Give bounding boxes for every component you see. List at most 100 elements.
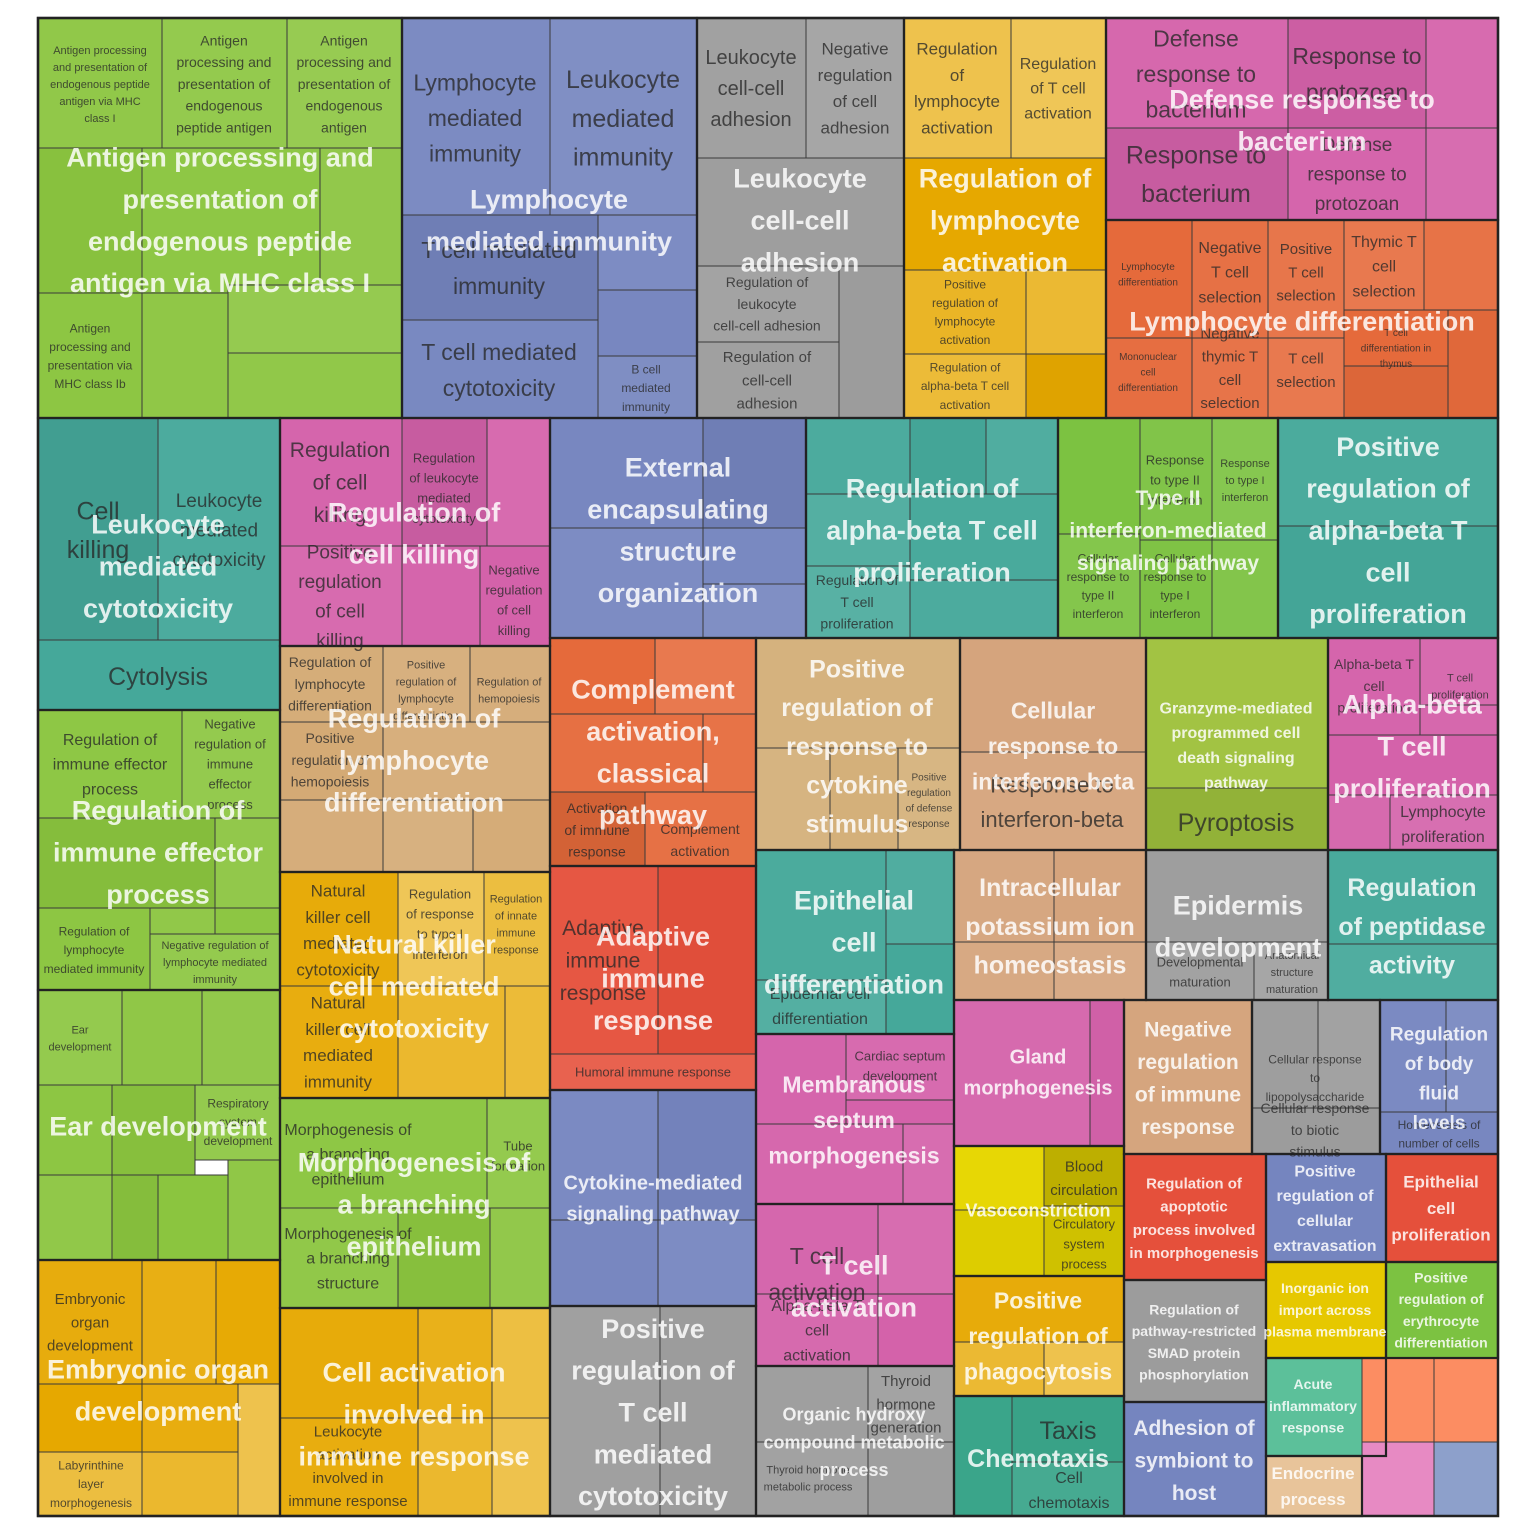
- group-label-ear-development: Ear development: [49, 1111, 267, 1141]
- group-label-epidermis-development: Epidermis development: [1155, 891, 1322, 963]
- group-label-inorganic-ion-import-across-plasma-membrane: Inorganic ion import across plasma membran…: [1264, 1280, 1387, 1339]
- subgroup-label-positive-regulation-of-hemopoiesis: Positive regulation of hemopoiesis: [291, 730, 370, 789]
- treemap-cell-adhesion-of-symbiont-to-host-203: [1123, 1401, 1267, 1517]
- treemap-cell-natural-killer-cell-mediated-cytotoxicity-123: [397, 871, 485, 987]
- treemap-cell-morphogenesis-of-a-branching-epithelium-147: [397, 1207, 491, 1309]
- subgroup-label-activation-of-immune-response: Activation of immune response: [564, 800, 630, 859]
- group-label-embryonic-organ-development: Embryonic organ development: [47, 1355, 269, 1427]
- group-label-negative-regulation-of-immune-response: Negative regulation of immune response: [1135, 1019, 1241, 1140]
- treemap-cell-type-ii-interferon-mediated-signaling-pathway-68: [1057, 417, 1141, 535]
- treemap-cell-cellular-response-to-lipopolysaccharide-162: [1317, 999, 1381, 1109]
- treemap-cell-negative-regulation-of-immune-response-160: [1123, 999, 1253, 1155]
- group-label-morphogenesis-of-a-branching-epithelium: Morphogenesis of a branching epithelium: [298, 1148, 532, 1262]
- subgroup-label-response-to-bacterium: Response to bacterium: [1126, 141, 1266, 208]
- treemap-cell-positive-regulation-of-response-to-cytokine-stimulus-99: [755, 747, 831, 851]
- treemap-cell-t-cell-activation-184: [877, 1203, 955, 1295]
- treemap-cell-regulation-of-lymphocyte-activation-28: [903, 353, 1027, 419]
- subgroup-label-antigen-processing-and-presentation-of-endogenous-peptide-antigen: Antigen processing and presentation of endo…: [176, 33, 272, 136]
- group-label-organic-hydroxy-compound-metabolic-process: Organic hydroxy compound metabolic process: [763, 1404, 944, 1480]
- treemap-cell-cytokine-mediated-signaling-pathway-152: [657, 1219, 757, 1307]
- treemap-cell-positive-regulation-of-response-to-cytokine-stimulus-98: [755, 637, 961, 749]
- treemap-cell-morphogenesis-of-a-branching-epithelium-146: [279, 1207, 399, 1309]
- subgroup-label-regulation-of-cell-cell-adhesion: Regulation of cell-cell adhesion: [723, 349, 812, 413]
- treemap-cell-regulation-of-lymphocyte-differentiation-86: [469, 645, 551, 723]
- treemap-cell-ear-development-119: [111, 1174, 159, 1261]
- subgroup-label-b-cell-mediated-immunity: B cell mediated immunity: [621, 363, 670, 414]
- treemap-cell-type-ii-interferon-mediated-signaling-pathway-72: [1139, 539, 1213, 639]
- treemap-cell-complement-activation-classical-pathway-94: [549, 713, 704, 793]
- treemap-cell-epithelial-cell-differentiation-131: [755, 849, 887, 981]
- subgroup-label-positive-t-cell-selection: Positive T cell selection: [1276, 241, 1335, 305]
- treemap-cell-antigen-processing-and-presentation-of-endogenous-peptide-antigen-via-mhc-class-i-5: [319, 147, 403, 286]
- group-label-t-cell-activation: T cell activation: [791, 1251, 917, 1323]
- group-label-positive-regulation-of-erythrocyte-differentiation: Positive regulation of erythrocyte differen…: [1394, 1269, 1487, 1350]
- treemap-cell-external-encapsulating-structure-organization-60: [702, 583, 807, 639]
- treemap-cell-epidermis-development-141: [1253, 941, 1329, 1001]
- treemap-cell-regulation-of-lymphocyte-differentiation-84: [279, 645, 384, 723]
- treemap-cell-acute-inflammatory-response-208: [1265, 1357, 1363, 1457]
- treemap-cell-regulation-of-peptidase-activity-142: [1327, 849, 1499, 945]
- treemap-cell-defense-response-to-bacterium-34: [1287, 127, 1427, 221]
- subgroup-label-negative-regulation-of-cell-killing: Negative regulation of cell killing: [485, 562, 542, 637]
- treemap-cell-leukocyte-cell-cell-adhesion-19: [696, 157, 905, 267]
- subgroup-label-leukocyte-mediated-immunity: Leukocyte mediated immunity: [566, 66, 680, 172]
- treemap-cell-regulation-of-immune-effector-process-83: [214, 907, 281, 935]
- treemap-cell-ear-development-117: [194, 1084, 281, 1161]
- subgroup-label-cardiac-septum-development: Cardiac septum development: [854, 1048, 945, 1083]
- treemap-cell-regulation-of-pathway-restricted-smad-protein-phosphorylation-202: [1123, 1279, 1267, 1403]
- group-label-vasoconstriction: Vasoconstriction: [965, 1200, 1110, 1220]
- treemap-cell-complement-activation-classical-pathway-96: [549, 791, 646, 867]
- treemap-cell-lymphocyte-differentiation-41: [1105, 337, 1193, 419]
- subgroup-label-positive-regulation-of-lymphocyte-differentiation: Positive regulation of lymphocyte different…: [393, 659, 459, 722]
- treemap-cell-gland-morphogenesis-158: [953, 999, 1091, 1147]
- subgroup-label-blood-circulation: Blood circulation: [1050, 1159, 1118, 1199]
- treemap-cell-leukocyte-mediated-cytotoxicity-47: [37, 417, 159, 641]
- subgroup-label-leukocyte-cell-cell-adhesion: Leukocyte cell-cell adhesion: [705, 47, 796, 131]
- subgroup-label-respiratory-system-development: Respiratory system development: [204, 1097, 273, 1148]
- subgroup-label-negative-regulation-of-immune-effector-process: Negative regulation of immune effector proce…: [194, 716, 266, 812]
- subgroup-label-positive-regulation-of-cell-killing: Positive regulation of cell killing: [298, 542, 381, 651]
- treemap-cell-morphogenesis-of-a-branching-epithelium-148: [489, 1207, 551, 1309]
- subgroup-label-epidermal-cell-differentiation: Epidermal cell differentiation: [770, 986, 870, 1028]
- treemap-cell-antigen-processing-and-presentation-of-endogenous-peptide-antigen-via-mhc-class-i-4: [141, 147, 321, 294]
- group-label-acute-inflammatory-response: Acute inflammatory response: [1269, 1376, 1357, 1435]
- subgroup-label-cell-chemotaxis: Cell chemotaxis: [1029, 1470, 1110, 1512]
- treemap-cell-regulation-of-lymphocyte-differentiation-88: [382, 721, 551, 801]
- treemap-cell-regulation-of-cell-killing-53: [279, 545, 403, 647]
- group-label-type-ii-interferon-mediated-signaling-pathway: Type II interferon-mediated signaling path…: [1069, 487, 1266, 575]
- subgroup-label-antigen-processing-and-presentation-of-endogenous-antigen: Antigen processing and presentation of endo…: [297, 33, 392, 136]
- treemap-cell-membranous-septum-morphogenesis-153: [755, 1033, 847, 1125]
- group-label-regulation-of-alpha-beta-t-cell-proliferation: Regulation of alpha-beta T cell proliferat…: [826, 474, 1038, 588]
- treemap-cell-antigen-processing-and-presentation-of-endogenous-peptide-antigen-via-mhc-class-i-1: [161, 17, 288, 149]
- treemap-cell-ear-development-120: [157, 1174, 229, 1261]
- group-label-regulation-of-lymphocyte-differentiation: Regulation of lymphocyte differentiation: [324, 704, 504, 818]
- subgroup-label-regulation-of-t-cell-activation: Regulation of T cell activation: [1020, 56, 1097, 123]
- subgroup-label-t-cell-selection: T cell selection: [1276, 351, 1335, 391]
- group-label-regulation-of-immune-effector-process: Regulation of immune effector process: [53, 796, 264, 910]
- subgroup-label-complement-activation: Complement activation: [660, 821, 739, 859]
- treemap-cell-lymphocyte-mediated-immunity-16: [597, 355, 698, 419]
- treemap-cell-organic-hydroxy-compound-metabolic-process-190: [867, 1441, 955, 1517]
- treemap-cell-granzyme-mediated-programmed-cell-death-signaling-pathway-104: [1145, 637, 1329, 789]
- treemap-cell-regulation-of-body-fluid-levels-165: [1445, 999, 1499, 1113]
- subgroup-label-negative-t-cell-selection: Negative T cell selection: [1198, 240, 1261, 307]
- treemap-cell-epithelial-cell-differentiation-134: [755, 979, 887, 1035]
- treemap-cell-positive-regulation-of-alpha-beta-t-cell-proliferation-75: [1277, 525, 1499, 639]
- subgroup-label-lymphocyte-differentiation: Lymphocyte differentiation: [1118, 262, 1178, 289]
- treemap-cell-lymphocyte-differentiation-45: [1343, 365, 1449, 419]
- group-label-regulation-of-peptidase-activity: Regulation of peptidase activity: [1338, 874, 1485, 980]
- subgroup-label-regulation-of-t-cell-proliferation: Regulation of T cell proliferation: [816, 572, 899, 631]
- subgroup-label-natural-killer-cell-mediated-immunity: Natural killer cell mediated immunity: [303, 993, 373, 1091]
- subgroup-label-positive-regulation-of-defense-response: Positive regulation of defense response: [906, 772, 953, 830]
- subgroup-label-regulation-of-lymphocyte-mediated-immunity: Regulation of lymphocyte mediated immunity: [44, 925, 145, 976]
- treemap-subgroup-labels: Antigen processing and presentation of end…: [44, 25, 1489, 1512]
- treemap-cell-natural-killer-cell-mediated-cytotoxicity-126: [397, 985, 506, 1099]
- treemap-cell-regulation-of-immune-effector-process-78: [37, 817, 216, 909]
- subgroup-label-humoral-immune-response: Humoral immune response: [575, 1065, 731, 1080]
- treemap-cell-regulation-of-alpha-beta-t-cell-proliferation-65: [909, 493, 1059, 581]
- treemap-cell-embryonic-organ-development-171: [141, 1383, 239, 1453]
- treemap-cell-alpha-beta-t-cell-proliferation-107: [1419, 637, 1499, 706]
